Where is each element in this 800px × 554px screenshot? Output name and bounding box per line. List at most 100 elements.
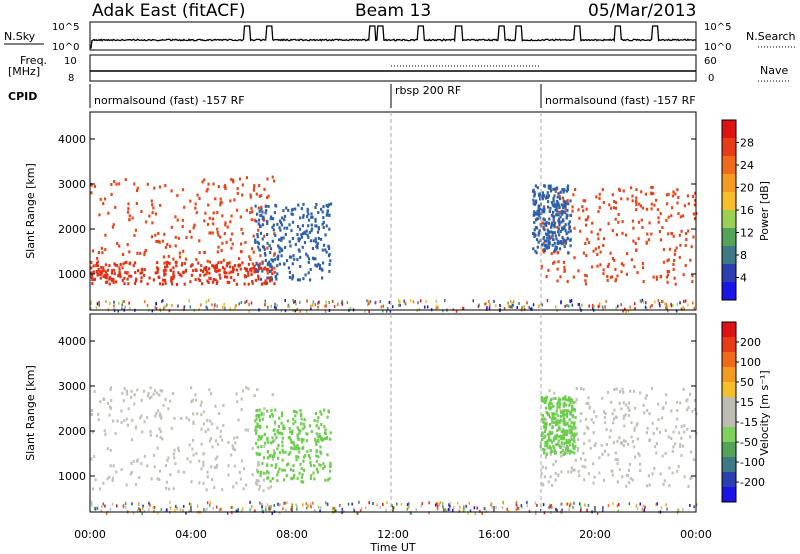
power-noise-cell xyxy=(324,309,327,313)
velocity-band-3-cell xyxy=(561,397,565,401)
velocity-noise-cell xyxy=(282,507,284,511)
power-band-1-cell xyxy=(268,276,271,280)
power-band-4-cell xyxy=(552,199,555,203)
velocity-noise-cell xyxy=(644,505,646,509)
velocity-band-1-cell xyxy=(266,469,269,473)
power-band-2-cell xyxy=(278,262,281,266)
velocity-band-3-cell xyxy=(549,400,552,403)
power-band-0-cell xyxy=(230,246,233,250)
power-band-1-cell xyxy=(172,266,175,270)
velocity-noise-cell xyxy=(660,506,663,510)
velocity-band-3-cell xyxy=(569,449,572,453)
power-band-4-cell xyxy=(536,186,539,190)
velocity-noise-cell xyxy=(556,509,558,513)
velocity-band-0-cell xyxy=(262,478,265,482)
velocity-band-1-cell xyxy=(257,438,260,442)
power-noise-cell xyxy=(577,302,579,306)
power-band-0-cell xyxy=(97,251,100,254)
beam-title: Beam 13 xyxy=(355,1,431,21)
cpid-segment-2: rbsp 200 RF xyxy=(395,84,461,97)
velocity-band-0-cell xyxy=(186,457,189,461)
velocity-band-0-cell xyxy=(109,388,112,391)
power-band-2-cell xyxy=(310,227,314,231)
power-band-1-cell xyxy=(219,276,222,280)
velocity-band-3-cell xyxy=(566,444,569,448)
velocity-band-1-cell xyxy=(308,456,311,460)
velocity-band-1-cell xyxy=(314,412,317,415)
power-band-0-cell xyxy=(178,255,182,259)
velocity-noise-cell xyxy=(101,505,103,509)
velocity-noise-cell xyxy=(183,504,185,508)
power-band-3-cell xyxy=(659,238,663,242)
velocity-band-3-cell xyxy=(555,420,558,424)
velocity-band-2-cell xyxy=(664,401,668,405)
power-band-0-cell xyxy=(267,194,270,198)
power-band-1-cell xyxy=(218,273,221,277)
power-noise-cell xyxy=(90,300,92,304)
power-band-2-cell xyxy=(309,278,312,282)
power-band-1-cell xyxy=(245,269,248,273)
power-noise-cell xyxy=(693,306,695,310)
velocity-band-1-cell xyxy=(291,429,294,433)
velocity-noise-cell xyxy=(96,506,99,510)
power-band-0-cell xyxy=(236,208,239,212)
power-band-2-cell xyxy=(306,209,309,213)
power-band-3-cell xyxy=(558,210,561,214)
power-band-1-cell xyxy=(222,266,225,270)
power-band-3-cell xyxy=(581,205,584,209)
power-band-3-cell xyxy=(656,208,659,212)
velocity-band-1-cell xyxy=(286,419,289,423)
power-band-1-cell xyxy=(170,278,173,282)
power-colorbar-swatch xyxy=(722,246,736,265)
cpid-segment-1: normalsound (fast) -157 RF xyxy=(94,94,245,107)
power-band-1-cell xyxy=(115,280,118,284)
velocity-noise-cell xyxy=(296,507,298,511)
power-band-3-cell xyxy=(585,223,588,227)
power-band-2-cell xyxy=(297,225,300,228)
velocity-band-3-cell xyxy=(555,443,558,447)
power-band-3-cell xyxy=(667,258,670,262)
power-band-0-cell xyxy=(167,254,170,258)
power-band-3-cell xyxy=(635,188,638,192)
power-band-2-cell xyxy=(310,229,313,233)
power-band-4-cell xyxy=(558,220,561,224)
velocity-band-3-cell xyxy=(558,444,561,448)
power-band-1-cell xyxy=(161,282,164,286)
velocity-band-2-cell xyxy=(677,465,680,469)
power-band-0-cell xyxy=(153,186,156,190)
velocity-band-3-cell xyxy=(562,437,565,441)
power-noise-cell xyxy=(382,304,384,308)
power-noise-cell xyxy=(597,305,600,309)
power-noise-cell xyxy=(205,305,207,309)
velocity-noise-cell xyxy=(586,508,588,512)
power-band-1-cell xyxy=(121,278,124,282)
velocity-band-2-cell xyxy=(573,468,576,472)
velocity-noise-cell xyxy=(491,505,493,509)
power-band-2-cell xyxy=(325,203,328,207)
power-band-4-cell xyxy=(553,204,556,208)
velocity-band-0-cell xyxy=(255,478,258,482)
velocity-band-1-cell xyxy=(288,436,291,440)
velocity-band-0-cell xyxy=(158,393,161,397)
velocity-noise-cell xyxy=(526,504,528,508)
power-noise-cell xyxy=(633,302,636,306)
power-band-2-cell xyxy=(283,214,287,218)
velocity-band-2-cell xyxy=(569,434,573,438)
power-band-3-cell xyxy=(644,192,647,196)
freq-label: Freq. xyxy=(20,54,47,67)
power-noise-cell xyxy=(280,309,283,313)
velocity-band-0-cell xyxy=(210,422,214,426)
velocity-band-0-cell xyxy=(211,445,214,449)
velocity-band-3-cell xyxy=(569,424,572,428)
power-band-2-cell xyxy=(303,230,306,234)
velocity-band-0-cell xyxy=(110,399,113,402)
power-band-0-cell xyxy=(224,223,227,227)
velocity-band-2-cell xyxy=(630,435,633,439)
velocity-band-1-cell xyxy=(269,479,272,483)
velocity-band-0-cell xyxy=(152,392,155,396)
velocity-band-2-cell xyxy=(560,470,563,474)
velocity-noise-cell xyxy=(439,501,442,505)
power-band-1-cell xyxy=(95,264,98,268)
power-band-1-cell xyxy=(208,267,211,271)
